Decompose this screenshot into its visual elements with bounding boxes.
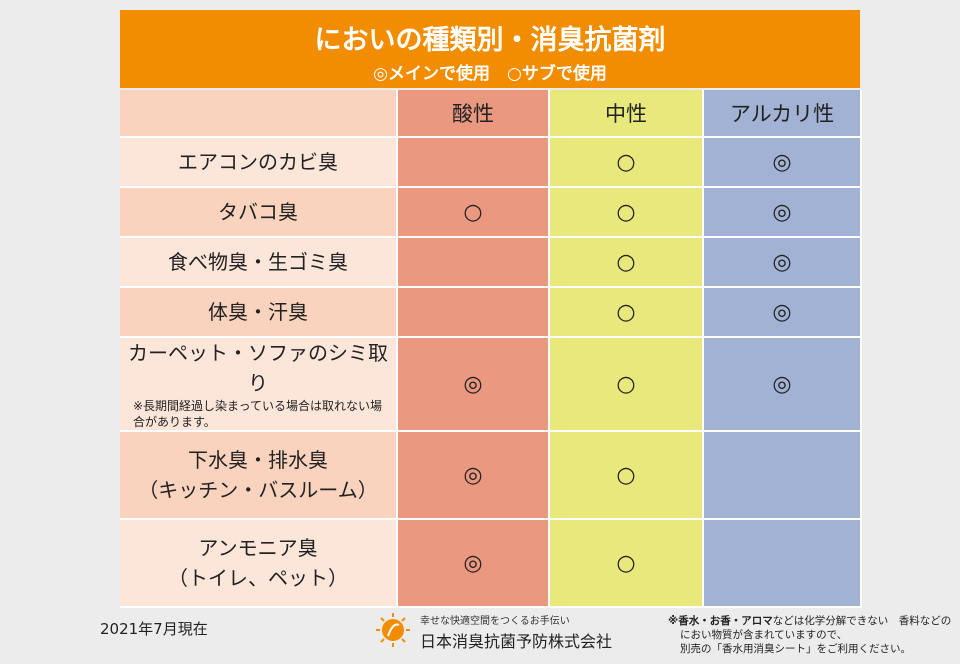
row-label: 食べ物臭・生ゴミ臭 [168, 250, 348, 274]
symbol: ○ [616, 371, 636, 397]
row-note: ※長期間経過し染まっている場合は取れない場合があります。 [133, 399, 382, 429]
symbol: ◎ [772, 249, 792, 275]
symbol: ○ [616, 462, 636, 488]
symbol: ○ [616, 149, 636, 175]
row-label: 下水臭・排水臭 [188, 448, 328, 472]
cell [398, 138, 550, 188]
symbol: ○ [463, 199, 483, 225]
tagline: 幸せな快適空間をつくるお手伝い [420, 616, 570, 627]
cell: ○ [550, 338, 704, 432]
footnote-text: などは化学分解できない 香料などの [772, 615, 952, 627]
symbol: ◎ [463, 371, 483, 397]
symbol: ○ [616, 299, 636, 325]
row-label: （キッチン・バスルーム） [138, 478, 378, 502]
symbol: ◎ [463, 550, 483, 576]
subtitle: ◎メインで使用 ○サブで使用 [373, 64, 607, 84]
title: においの種類別・消臭抗菌剤 [314, 25, 666, 56]
company: 日本消臭抗菌予防株式会社 [420, 632, 613, 651]
symbol: ◎ [772, 149, 792, 175]
row-header: アンモニア臭 （トイレ、ペット） [120, 520, 398, 608]
footnote-line: におい物質が含まれていますので、 [680, 629, 848, 641]
cell: ○ [550, 520, 704, 608]
footnote-line: ※香水・お香・アロマなどは化学分解できない 香料などの [668, 614, 951, 628]
cell: ○ [550, 238, 704, 288]
symbol: ◎ [463, 462, 483, 488]
symbol: ○ [616, 550, 636, 576]
cell [398, 238, 550, 288]
cell: ◎ [398, 520, 550, 608]
row-label: アンモニア臭 [198, 536, 318, 560]
cell: ○ [398, 188, 550, 238]
logo [376, 613, 410, 647]
row-header: エアコンのカビ臭 [120, 138, 398, 188]
symbol: ○ [616, 199, 636, 225]
row-header: 食べ物臭・生ゴミ臭 [120, 238, 398, 288]
row-header: カーペット・ソファのシミ取り ※長期間経過し染まっている場合は取れない場合がありま… [120, 338, 398, 432]
header-banner: においの種類別・消臭抗菌剤 ◎メインで使用 ○サブで使用 [120, 10, 860, 88]
footnote-bold: ※香水・お香・アロマ [668, 615, 773, 627]
row-header: 体臭・汗臭 [120, 288, 398, 338]
symbol: ◎ [772, 199, 792, 225]
cell: ◎ [704, 338, 862, 432]
cell: ◎ [398, 338, 550, 432]
cell [704, 432, 862, 520]
cell: ◎ [704, 188, 862, 238]
row-header: タバコ臭 [120, 188, 398, 238]
symbol: ◎ [772, 299, 792, 325]
cell: ○ [550, 188, 704, 238]
cell [398, 288, 550, 338]
symbol: ○ [616, 249, 636, 275]
row-label: タバコ臭 [218, 200, 298, 224]
cell: ○ [550, 432, 704, 520]
date: 2021年7月現在 [100, 620, 208, 638]
cell: ◎ [704, 138, 862, 188]
row-label: エアコンのカビ臭 [178, 150, 338, 174]
cell: ◎ [398, 432, 550, 520]
row-label: 体臭・汗臭 [208, 300, 308, 324]
symbol: ◎ [772, 371, 792, 397]
cell: ○ [550, 288, 704, 338]
row-label: カーペット・ソファのシミ取り [128, 341, 388, 395]
footnote-line: 別売の「香水用消臭シート」をご利用ください。 [680, 643, 911, 655]
cell [704, 520, 862, 608]
footnote: ※香水・お香・アロマなどは化学分解できない 香料などの におい物質が含まれていま… [668, 614, 951, 656]
row-header: 下水臭・排水臭 （キッチン・バスルーム） [120, 432, 398, 520]
table: 酸性 中性 アルカリ性エアコンのカビ臭 ○ ◎ タバコ臭 ○ ○ ◎ 食べ物臭・生ゴミ臭 ○ ◎ 体臭・… [120, 90, 862, 610]
column-header: アルカリ性 [704, 90, 862, 138]
column-header: 酸性 [398, 90, 550, 138]
cell: ◎ [704, 238, 862, 288]
column-header: 中性 [550, 90, 704, 138]
row-label: （トイレ、ペット） [168, 566, 348, 590]
cell: ◎ [704, 288, 862, 338]
cell: ○ [550, 138, 704, 188]
header-cell [120, 90, 398, 138]
